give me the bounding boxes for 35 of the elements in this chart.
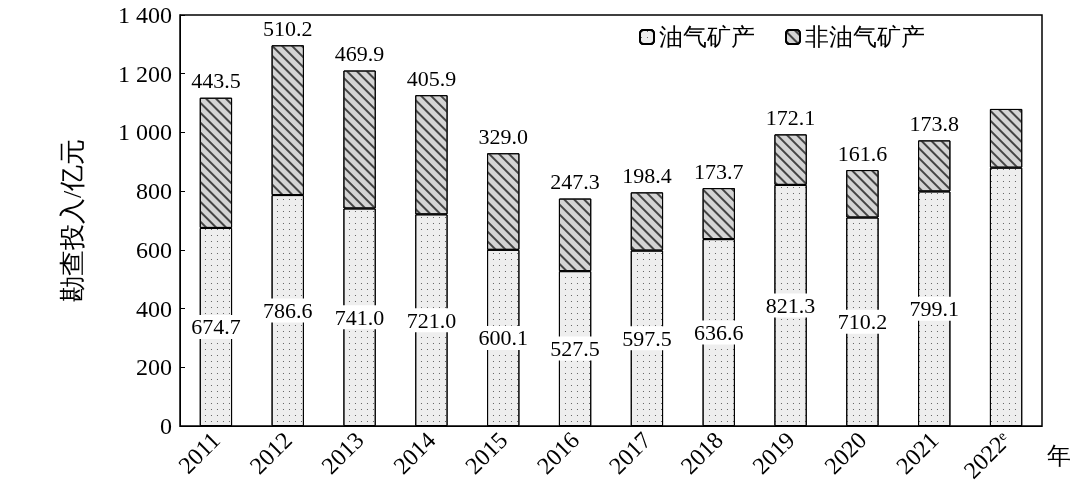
- y-tick-label: 400: [136, 295, 172, 322]
- y-tick-label: 600: [136, 236, 172, 263]
- data-label: 161.6: [837, 140, 888, 166]
- data-label: 721.0: [406, 307, 457, 333]
- data-label: 741.0: [334, 304, 385, 330]
- data-label: 799.1: [909, 296, 959, 322]
- data-label: 786.6: [263, 298, 313, 324]
- data-label: 198.4: [622, 162, 672, 188]
- data-label: 172.1: [765, 104, 816, 130]
- y-axis-title: 勘查投入/亿元: [57, 138, 87, 303]
- data-label: 527.5: [550, 336, 600, 362]
- data-label: 600.1: [478, 325, 528, 351]
- x-axis-title: 年: [1047, 443, 1071, 469]
- y-tick-label: 1 200: [118, 60, 172, 87]
- data-label: 597.5: [622, 325, 672, 351]
- data-label: 329.0: [478, 123, 528, 149]
- data-label: 173.8: [909, 110, 959, 136]
- data-label: 674.7: [191, 314, 241, 340]
- data-label: 443.5: [191, 68, 241, 94]
- data-label: 821.3: [765, 292, 816, 318]
- data-label: 469.9: [334, 41, 385, 67]
- data-label: 405.9: [406, 65, 457, 91]
- y-tick-label: 1 000: [118, 119, 172, 146]
- data-label: 173.7: [694, 158, 744, 184]
- legend-label: 油气矿产: [659, 24, 755, 50]
- y-tick-label: 0: [160, 413, 172, 439]
- y-tick-label: 800: [136, 178, 172, 205]
- y-tick-label: 200: [136, 354, 172, 381]
- data-label: 247.3: [550, 169, 600, 195]
- y-tick-label: 1 400: [118, 2, 172, 28]
- x-tick-label: 2011: [173, 426, 226, 479]
- data-label: 710.2: [837, 309, 888, 335]
- data-label: 636.6: [694, 320, 744, 346]
- legend-label: 非油气矿产: [805, 24, 925, 50]
- data-label: 510.2: [263, 15, 313, 41]
